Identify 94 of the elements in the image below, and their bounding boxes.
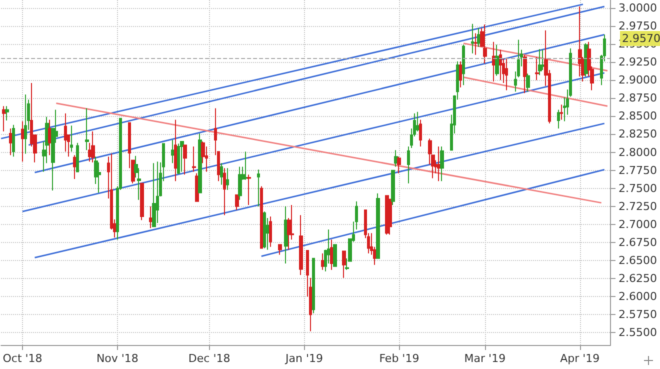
x-tick-label: Mar '19 — [464, 352, 506, 365]
y-tick-label: 2.8250 — [618, 128, 658, 141]
candlestick — [278, 244, 282, 256]
candlestick — [391, 170, 395, 206]
candlestick — [171, 140, 174, 164]
candlestick — [238, 166, 242, 200]
candlestick — [541, 49, 545, 71]
candlestick — [177, 143, 180, 174]
candlestick — [2, 106, 6, 132]
candlestick — [419, 119, 422, 148]
candlestick — [174, 119, 177, 182]
candlestick — [235, 194, 239, 211]
candlestick — [257, 169, 260, 207]
candlestick — [397, 156, 401, 174]
candlestick — [244, 151, 248, 180]
candlestick — [73, 154, 76, 180]
candlestick — [505, 58, 508, 91]
candlestick — [394, 150, 398, 168]
candlestick — [492, 41, 496, 82]
y-tick-label: 2.7000 — [618, 218, 658, 231]
y-tick-label: 2.8500 — [618, 110, 658, 123]
candlestick — [299, 214, 303, 276]
candlestick — [388, 198, 392, 236]
candlestick — [91, 130, 95, 163]
candlestick — [48, 119, 52, 156]
candlestick — [198, 133, 202, 194]
x-tick-label: Nov '18 — [96, 352, 138, 365]
candlestick — [526, 73, 530, 92]
candlestick — [440, 146, 444, 182]
y-tick-label: 2.8750 — [618, 92, 658, 105]
candlestick — [333, 244, 337, 267]
y-tick-label: 2.9750 — [618, 19, 658, 32]
candlestick — [437, 146, 441, 182]
candlestick — [180, 140, 184, 172]
candlestick — [471, 23, 474, 54]
candlestick — [269, 216, 272, 248]
candlestick — [263, 210, 266, 249]
candlestick — [226, 168, 229, 190]
candlestick — [220, 162, 223, 186]
candlestick — [312, 258, 315, 314]
candlestick — [459, 60, 462, 88]
candlestick — [560, 104, 563, 120]
x-tick-label: Feb '19 — [379, 352, 420, 365]
candlestick — [483, 24, 487, 64]
y-tick-label: 2.7250 — [618, 200, 658, 213]
y-tick-label: 2.5500 — [618, 326, 658, 340]
candlestick — [247, 174, 251, 206]
y-tick-label: 2.9250 — [618, 56, 658, 69]
x-tick-label: Oct '18 — [2, 352, 42, 365]
y-tick-label: 2.5750 — [618, 308, 658, 322]
candlestick — [12, 124, 15, 158]
candlestick — [21, 120, 24, 162]
x-tick-label: Jan '19 — [284, 352, 323, 365]
candlestick — [70, 125, 73, 152]
candlestick — [9, 128, 12, 156]
candlestick — [578, 6, 582, 78]
y-tick-label: 2.7500 — [618, 182, 658, 195]
candlestick — [5, 106, 9, 122]
candlestick — [474, 32, 478, 56]
y-tick-label: 2.8000 — [618, 146, 658, 159]
candlestick — [477, 28, 481, 48]
y-tick-label: 2.6000 — [618, 290, 658, 304]
y-tick-label: 2.9000 — [618, 74, 658, 87]
candlestick — [321, 252, 324, 270]
y-tick-label: 2.6500 — [618, 254, 658, 268]
candlestick — [407, 146, 410, 184]
candlestick — [223, 168, 226, 216]
y-tick-label: 2.6750 — [618, 236, 658, 250]
candlestick — [76, 142, 79, 172]
candlestick — [64, 112, 67, 152]
candlestick — [284, 206, 288, 264]
y-tick-label: 2.7750 — [618, 164, 658, 177]
x-tick-label: Dec '18 — [188, 352, 230, 365]
candlestick — [149, 206, 153, 229]
candlestick — [557, 109, 560, 129]
x-tick-label: Apr '19 — [560, 352, 600, 365]
candlestick — [24, 94, 27, 154]
candlestick — [156, 161, 159, 224]
candlestick — [535, 56, 539, 81]
candlestick — [152, 162, 156, 228]
candlestick — [495, 44, 499, 76]
candlestick — [376, 192, 380, 259]
candlestick — [260, 186, 263, 249]
candlestick — [342, 250, 346, 278]
candlestick — [462, 44, 465, 86]
candlestick — [523, 54, 527, 94]
candlestick — [85, 108, 89, 151]
candlestick — [192, 146, 196, 172]
y-tick-label: 3.0000 — [618, 1, 658, 14]
candlestick — [183, 144, 187, 176]
y-tick-label: 2.6250 — [618, 272, 658, 286]
candlestick — [538, 48, 542, 76]
candlestick — [499, 49, 502, 81]
candlestick — [140, 182, 144, 221]
